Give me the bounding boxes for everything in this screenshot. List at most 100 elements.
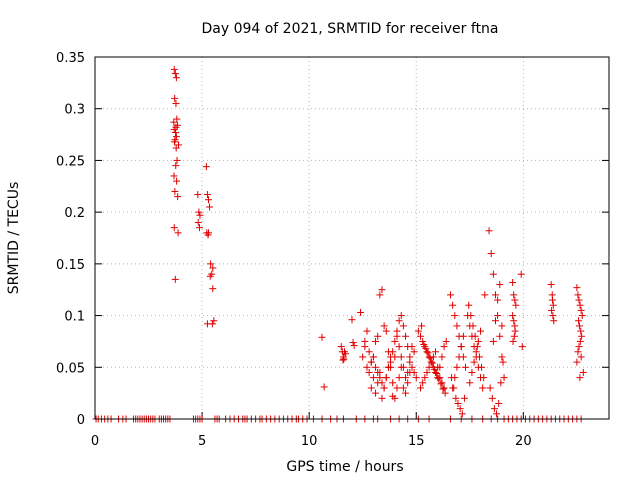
data-point xyxy=(430,365,438,373)
data-point xyxy=(203,320,211,328)
data-point xyxy=(577,353,585,361)
tick-layer: 0 5 10 15 20 0 0.05 0.1 0.15 0.2 0.25 0.3 0.35 xyxy=(56,51,609,449)
data-point xyxy=(491,317,499,325)
data-point xyxy=(576,301,584,309)
data-point xyxy=(406,353,414,361)
data-point xyxy=(378,286,386,294)
data-point xyxy=(493,410,501,418)
data-point xyxy=(417,384,425,392)
data-point xyxy=(363,327,371,335)
data-point xyxy=(486,384,494,392)
data-point xyxy=(498,353,506,361)
data-point xyxy=(397,363,405,371)
data-point xyxy=(439,385,447,393)
x-tick-label: 5 xyxy=(198,434,206,449)
data-point xyxy=(509,312,517,320)
data-point xyxy=(376,291,384,299)
data-point xyxy=(423,368,431,376)
data-point xyxy=(477,327,484,335)
data-point xyxy=(510,317,518,325)
data-point xyxy=(498,322,506,330)
data-point xyxy=(350,342,358,350)
data-point xyxy=(382,374,390,382)
data-point xyxy=(421,374,429,382)
data-point xyxy=(436,374,444,382)
x-tick-label: 0 xyxy=(91,434,99,449)
data-point xyxy=(175,141,183,149)
data-point xyxy=(424,349,432,357)
data-point xyxy=(457,343,465,351)
data-point xyxy=(393,384,401,392)
data-point xyxy=(207,260,215,268)
data-point xyxy=(579,368,587,376)
data-point xyxy=(170,138,178,146)
data-point xyxy=(456,405,464,413)
data-point xyxy=(449,301,457,309)
data-point xyxy=(337,343,345,351)
data-point xyxy=(440,343,448,351)
data-point xyxy=(478,363,486,371)
data-point xyxy=(194,218,202,226)
data-point xyxy=(174,193,182,201)
data-point xyxy=(172,162,180,170)
data-point xyxy=(365,348,373,356)
y-tick-label: 0 xyxy=(77,413,85,428)
data-point xyxy=(433,369,441,377)
data-point xyxy=(170,118,178,126)
data-point xyxy=(205,196,213,204)
data-point xyxy=(576,374,584,382)
data-point xyxy=(172,100,180,108)
grid-layer xyxy=(95,57,609,419)
data-point xyxy=(170,65,178,73)
x-tick-label: 15 xyxy=(408,434,425,449)
x-tick-label: 10 xyxy=(301,434,318,449)
data-point xyxy=(468,368,476,376)
chart-title: Day 094 of 2021, SRMTID for receiver ftn… xyxy=(201,21,498,37)
data-point xyxy=(437,380,445,388)
data-point xyxy=(489,270,497,278)
data-point xyxy=(376,368,384,376)
data-point xyxy=(576,337,584,345)
data-point xyxy=(518,343,526,351)
data-point xyxy=(173,115,181,123)
data-point xyxy=(173,177,181,185)
data-point xyxy=(395,317,403,325)
data-point xyxy=(357,308,365,316)
data-point xyxy=(470,358,478,366)
data-point xyxy=(440,384,448,392)
data-point xyxy=(578,312,586,320)
data-point xyxy=(206,203,214,211)
data-point xyxy=(380,322,388,330)
data-point xyxy=(575,296,583,304)
data-point xyxy=(173,156,181,164)
data-point xyxy=(387,353,395,361)
data-point xyxy=(359,353,367,361)
data-point xyxy=(389,348,397,356)
data-point xyxy=(451,374,459,382)
data-point xyxy=(349,338,357,346)
data-point xyxy=(391,394,399,402)
data-point xyxy=(348,316,356,324)
data-point xyxy=(397,353,405,361)
data-point xyxy=(429,353,437,361)
data-point xyxy=(509,337,517,345)
data-point xyxy=(460,394,468,402)
data-point xyxy=(202,163,210,171)
data-point xyxy=(575,317,583,325)
data-point xyxy=(402,374,410,382)
y-tick-label: 0.3 xyxy=(64,103,85,118)
data-point xyxy=(488,394,496,402)
data-point xyxy=(196,211,204,219)
data-point xyxy=(361,337,369,345)
data-point xyxy=(320,383,328,391)
data-point xyxy=(573,284,581,292)
data-point xyxy=(205,229,213,237)
data-point xyxy=(548,296,556,304)
data-point xyxy=(435,375,443,383)
data-point xyxy=(195,208,203,216)
data-point xyxy=(382,327,390,335)
plot-frame xyxy=(94,56,610,420)
data-point xyxy=(406,368,414,376)
